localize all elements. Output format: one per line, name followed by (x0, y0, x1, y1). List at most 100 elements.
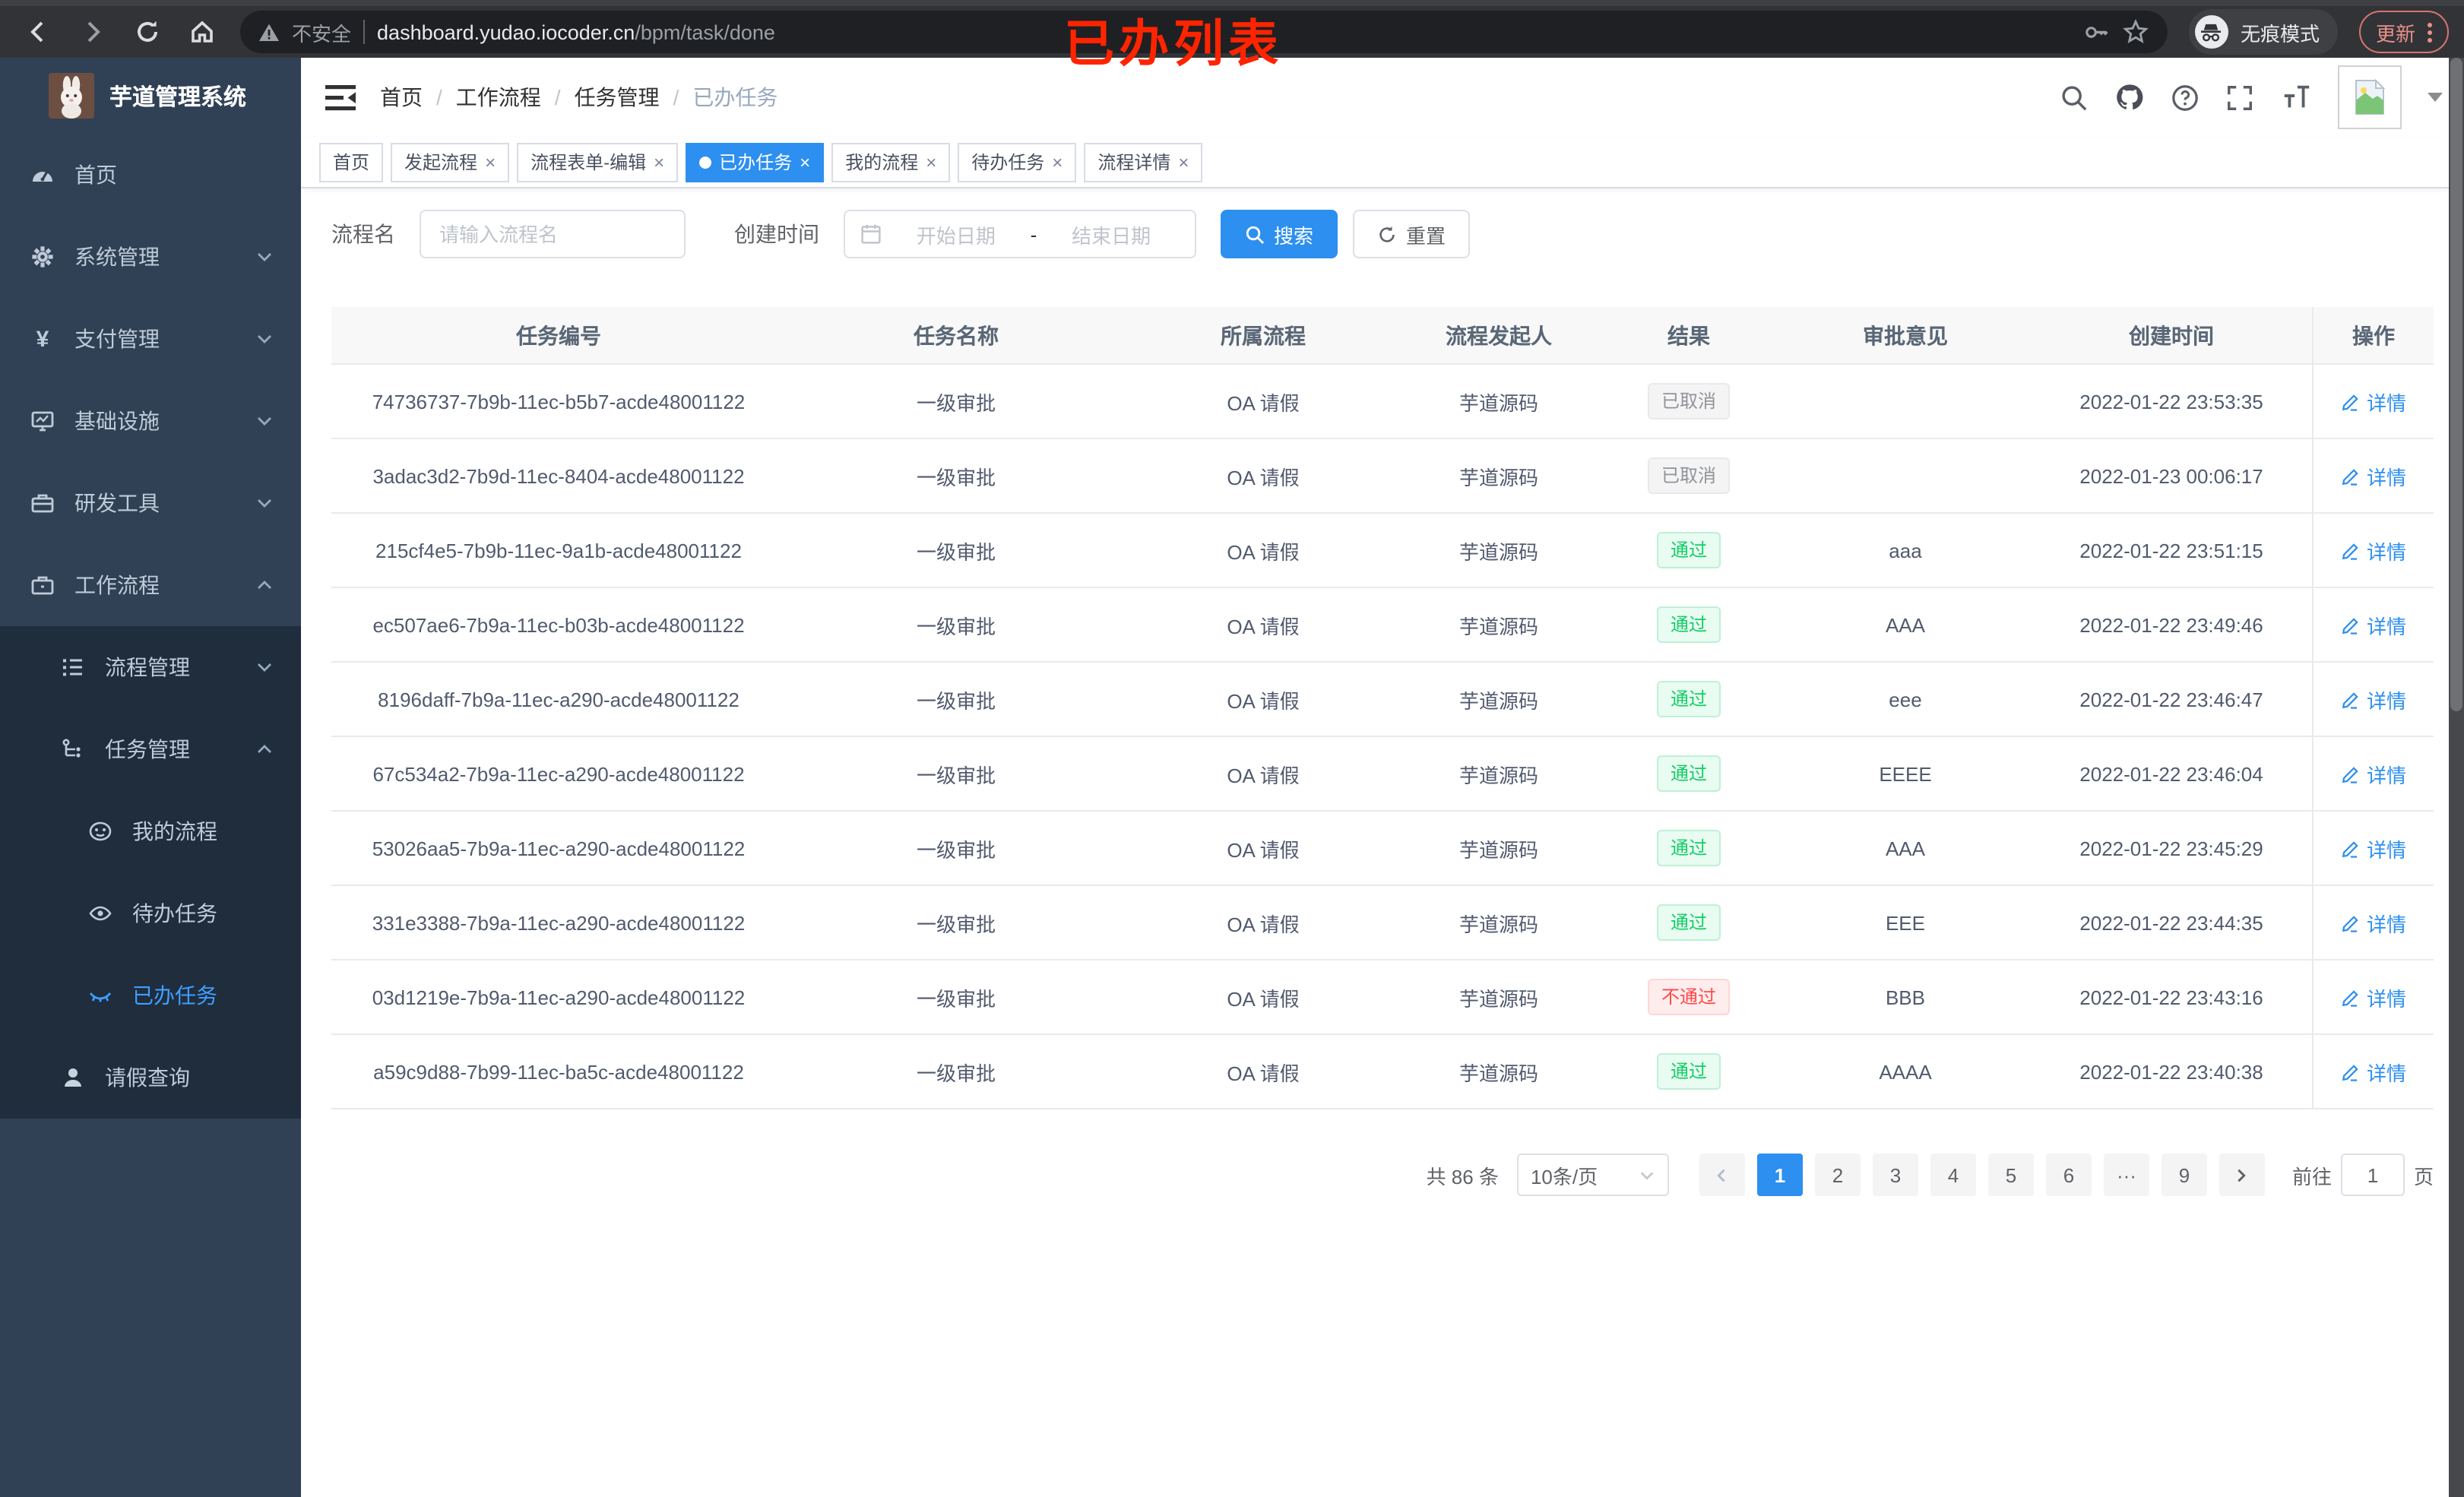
page-button-6[interactable]: 6 (2045, 1154, 2092, 1196)
detail-link[interactable]: 详情 (2341, 461, 2406, 490)
sidebar-item-infra[interactable]: 基础设施 (0, 380, 301, 462)
monitor-icon (30, 409, 55, 433)
create-time-label: 创建时间 (734, 222, 819, 246)
window-scrollbar[interactable] (2449, 58, 2464, 1497)
process-name-input[interactable] (420, 210, 686, 258)
url-bar[interactable]: 不安全 dashboard.yudao.iocoder.cn/bpm/task/… (240, 11, 2168, 53)
cell-process: OA 请假 (1227, 391, 1300, 414)
chevron-down-icon (255, 248, 274, 266)
tab-form-edit[interactable]: 流程表单-编辑 × (517, 142, 679, 182)
edit-icon (2342, 543, 2358, 559)
edit-icon (2342, 915, 2358, 932)
page-button-1[interactable]: 1 (1756, 1154, 1803, 1196)
sidebar-item-my-process[interactable]: 我的流程 (0, 790, 301, 872)
forward-icon[interactable] (76, 15, 109, 49)
total-count: 共 86 条 (1426, 1165, 1499, 1188)
scrollbar-thumb[interactable] (2450, 58, 2462, 711)
sidebar-item-todo-tasks[interactable]: 待办任务 (0, 872, 301, 954)
breadcrumb-workflow[interactable]: 工作流程 (455, 85, 541, 109)
close-icon[interactable]: × (654, 151, 665, 172)
sidebar-item-home[interactable]: 首页 (0, 134, 301, 216)
cell-starter: 芋道源码 (1458, 466, 1538, 489)
reset-button[interactable]: 重置 (1353, 210, 1471, 258)
sidebar-item-done-tasks[interactable]: 已办任务 (0, 954, 301, 1037)
page-button-4[interactable]: 4 (1930, 1154, 1976, 1196)
back-icon[interactable] (21, 15, 55, 49)
cell-created: 2022-01-22 23:46:47 (2079, 688, 2263, 711)
detail-link[interactable]: 详情 (2341, 759, 2406, 788)
date-range-picker[interactable]: 开始日期 - 结束日期 (844, 210, 1196, 258)
detail-link[interactable]: 详情 (2341, 685, 2406, 714)
detail-link[interactable]: 详情 (2341, 983, 2406, 1011)
sidebar-item-workflow[interactable]: 工作流程 (0, 544, 301, 626)
cell-opinion: eee (1889, 688, 1922, 711)
update-button[interactable]: 更新 (2358, 11, 2449, 53)
avatar-caret-icon[interactable] (2428, 91, 2443, 103)
sidebar-item-task-mgmt[interactable]: 任务管理 (0, 708, 301, 790)
detail-link[interactable]: 详情 (2341, 536, 2406, 565)
tab-todo-tasks[interactable]: 待办任务 × (958, 142, 1077, 182)
tab-process-detail[interactable]: 流程详情 × (1084, 142, 1203, 182)
page-ellipsis[interactable]: ··· (2103, 1154, 2149, 1196)
reload-icon[interactable] (131, 15, 164, 49)
cell-starter: 芋道源码 (1458, 615, 1538, 638)
help-icon[interactable] (2171, 83, 2200, 112)
tab-start-process[interactable]: 发起流程 × (391, 142, 510, 182)
sidebar-item-devtools[interactable]: 研发工具 (0, 462, 301, 544)
page-size-select[interactable]: 10条/页 (1516, 1154, 1669, 1196)
cell-task-id: 331e3388-7b9a-11ec-a290-acde48001122 (372, 911, 746, 934)
table-row: 3adac3d2-7b9d-11ec-8404-acde48001122 一级审… (331, 439, 2434, 514)
font-size-icon[interactable] (2280, 84, 2312, 111)
cell-task-name: 一级审批 (916, 764, 996, 786)
sidebar-item-process-mgmt[interactable]: 流程管理 (0, 626, 301, 708)
table-row: ec507ae6-7b9a-11ec-b03b-acde48001122 一级审… (331, 588, 2434, 663)
broken-image-icon (2355, 79, 2386, 115)
close-icon[interactable]: × (800, 151, 811, 172)
tab-done-tasks[interactable]: 已办任务 × (686, 142, 825, 182)
tab-my-process[interactable]: 我的流程 × (831, 142, 951, 182)
chevron-down-icon (255, 658, 274, 676)
goto-page-input[interactable] (2340, 1154, 2405, 1196)
avatar[interactable] (2338, 65, 2402, 129)
github-icon[interactable] (2114, 82, 2145, 112)
sidebar-fold-icon[interactable] (325, 84, 356, 110)
detail-link[interactable]: 详情 (2341, 908, 2406, 937)
prev-page-button[interactable] (1699, 1154, 1745, 1196)
yen-icon: ¥ (36, 326, 49, 352)
page-button-9[interactable]: 9 (2161, 1154, 2207, 1196)
cell-created: 2022-01-22 23:45:29 (2079, 837, 2263, 859)
table-row: 53026aa5-7b9a-11ec-a290-acde48001122 一级审… (331, 812, 2434, 886)
next-page-button[interactable] (2219, 1154, 2265, 1196)
browser-menu-icon[interactable] (2428, 22, 2432, 42)
goto-label: 前往 (2291, 1165, 2332, 1188)
search-icon[interactable] (2060, 83, 2089, 112)
detail-link[interactable]: 详情 (2341, 1057, 2406, 1086)
sidebar-item-leave-query[interactable]: 请假查询 (0, 1037, 301, 1119)
cell-created: 2022-01-22 23:43:16 (2079, 986, 2263, 1008)
detail-link[interactable]: 详情 (2341, 610, 2406, 639)
sidebar-item-system[interactable]: 系统管理 (0, 216, 301, 298)
detail-link[interactable]: 详情 (2341, 834, 2406, 862)
close-icon[interactable]: × (485, 151, 496, 172)
cell-process: OA 请假 (1227, 764, 1300, 786)
breadcrumb-task-mgmt[interactable]: 任务管理 (574, 85, 660, 109)
sidebar-item-payment[interactable]: ¥ 支付管理 (0, 298, 301, 380)
close-icon[interactable]: × (1178, 151, 1189, 172)
search-button[interactable]: 搜索 (1221, 210, 1338, 258)
bookmark-star-icon[interactable] (2122, 18, 2149, 46)
tab-home[interactable]: 首页 (319, 142, 384, 182)
close-icon[interactable]: × (926, 151, 937, 172)
annotation-text: 已办列表 (1064, 15, 1283, 71)
home-icon[interactable] (185, 15, 219, 49)
search-icon (1246, 225, 1265, 244)
close-icon[interactable]: × (1052, 151, 1063, 172)
fullscreen-icon[interactable] (2225, 83, 2254, 112)
page-button-3[interactable]: 3 (1872, 1154, 1918, 1196)
edit-icon (2342, 394, 2358, 410)
breadcrumb-home[interactable]: 首页 (380, 85, 423, 109)
detail-link[interactable]: 详情 (2341, 387, 2406, 416)
key-icon[interactable] (2082, 18, 2110, 46)
cell-starter: 芋道源码 (1458, 689, 1538, 712)
page-button-2[interactable]: 2 (1814, 1154, 1861, 1196)
page-button-5[interactable]: 5 (1987, 1154, 2034, 1196)
